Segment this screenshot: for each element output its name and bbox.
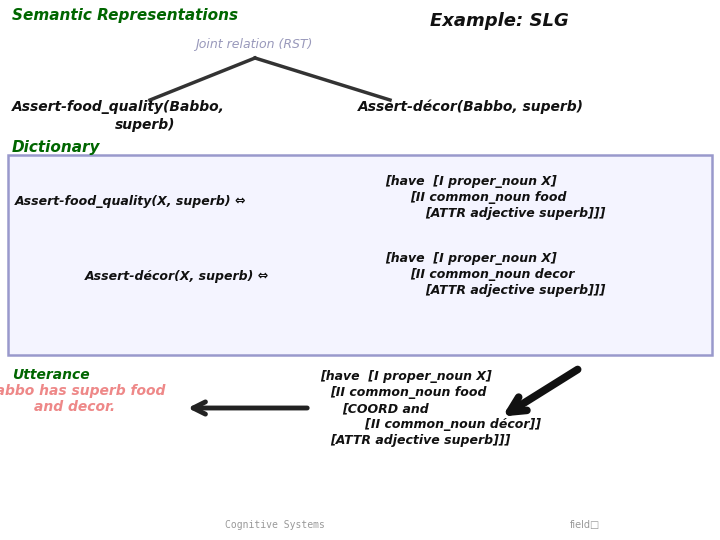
Text: [have  [I proper_noun X]: [have [I proper_noun X] [320, 370, 492, 383]
Text: Assert-décor(X, superb) ⇔: Assert-décor(X, superb) ⇔ [85, 270, 269, 283]
Text: Utterance: Utterance [12, 368, 89, 382]
Text: Joint relation (RST): Joint relation (RST) [195, 38, 312, 51]
Text: [II common_noun décor]]: [II common_noun décor]] [352, 418, 541, 431]
FancyBboxPatch shape [8, 155, 712, 355]
Text: [II common_noun food: [II common_noun food [330, 386, 487, 399]
Text: Dictionary: Dictionary [12, 140, 101, 155]
Text: [have  [I proper_noun X]: [have [I proper_noun X] [385, 252, 557, 265]
Text: and decor.: and decor. [35, 400, 116, 414]
Text: field□: field□ [570, 520, 600, 530]
Text: [COORD and: [COORD and [342, 402, 428, 415]
Text: [have  [I proper_noun X]: [have [I proper_noun X] [385, 175, 557, 188]
Text: Assert-décor(Babbo, superb): Assert-décor(Babbo, superb) [358, 100, 584, 114]
Text: Assert-food_quality(Babbo,: Assert-food_quality(Babbo, [12, 100, 225, 114]
Text: Example: SLG: Example: SLG [430, 12, 569, 30]
Text: Semantic Representations: Semantic Representations [12, 8, 238, 23]
Text: superb): superb) [115, 118, 176, 132]
Text: [II common_noun decor: [II common_noun decor [410, 268, 575, 281]
Text: [ATTR adjective superb]]]: [ATTR adjective superb]]] [425, 284, 606, 297]
Text: [ATTR adjective superb]]]: [ATTR adjective superb]]] [425, 207, 606, 220]
Text: Babbo has superb food: Babbo has superb food [0, 384, 165, 398]
Text: Assert-food_quality(X, superb) ⇔: Assert-food_quality(X, superb) ⇔ [15, 195, 246, 208]
Text: [II common_noun food: [II common_noun food [410, 191, 567, 204]
Text: Cognitive Systems: Cognitive Systems [225, 520, 325, 530]
Text: [ATTR adjective superb]]]: [ATTR adjective superb]]] [330, 434, 510, 447]
